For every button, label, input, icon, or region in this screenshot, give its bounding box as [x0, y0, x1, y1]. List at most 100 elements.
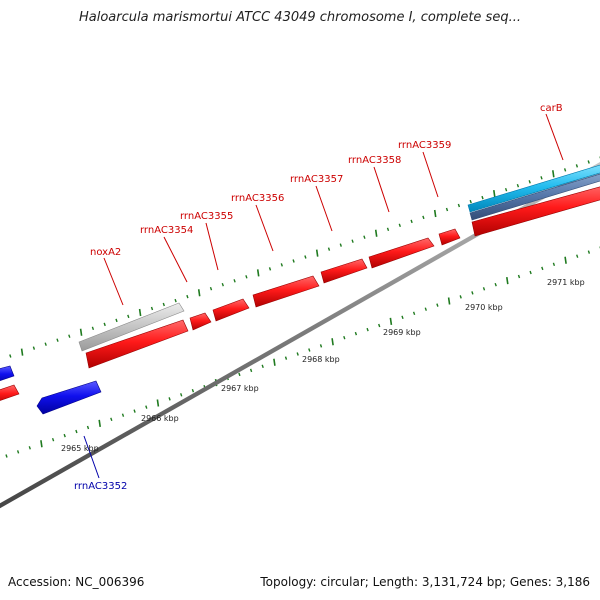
- minor-tick: [150, 306, 154, 311]
- accession-info: Accession: NC_006396: [8, 575, 145, 589]
- major-tick: [389, 317, 393, 326]
- minor-tick: [540, 176, 543, 180]
- minor-tick: [44, 342, 47, 346]
- minor-tick: [494, 282, 497, 287]
- minor-tick: [319, 344, 323, 348]
- topology-info: Topology: circular; Length: 3,131,724 bp…: [260, 575, 590, 589]
- minor-tick: [459, 295, 462, 299]
- gene-label-rrnAC3357[interactable]: rrnAC3357: [290, 174, 343, 185]
- scale-label: 2970 kbp: [465, 303, 503, 312]
- minor-tick: [32, 346, 36, 350]
- minor-tick: [110, 417, 113, 422]
- map-title: Haloarcula marismortui ATCC 43049 chromo…: [79, 10, 521, 25]
- scale-label: 2971 kbp: [547, 278, 585, 287]
- major-tick: [273, 358, 276, 366]
- minor-tick: [436, 303, 439, 307]
- gene-feature[interactable]: [189, 312, 212, 331]
- minor-tick: [249, 368, 253, 373]
- major-tick: [20, 348, 24, 356]
- gene-label-rrnAC3352[interactable]: rrnAC3352: [74, 481, 127, 492]
- minor-tick: [103, 322, 106, 327]
- minor-tick: [386, 227, 390, 232]
- gene-feature[interactable]: [0, 365, 15, 384]
- chromosome-backbone: [0, 161, 600, 509]
- minor-tick: [5, 454, 8, 458]
- minor-tick: [180, 393, 183, 397]
- major-tick: [552, 170, 555, 178]
- minor-tick: [482, 287, 486, 291]
- minor-tick: [133, 409, 136, 413]
- minor-tick: [115, 318, 118, 323]
- minor-tick: [268, 267, 272, 271]
- gray-feature: [78, 302, 185, 352]
- minor-tick: [145, 405, 148, 409]
- forward-gene-track: [0, 184, 600, 404]
- gene-label-carB[interactable]: carB: [540, 103, 563, 114]
- gene-label-rrnAC3354[interactable]: rrnAC3354: [140, 225, 193, 236]
- major-tick: [138, 308, 142, 317]
- minor-tick: [410, 219, 413, 224]
- gene-feature[interactable]: [471, 184, 600, 237]
- gene-feature[interactable]: [0, 384, 20, 404]
- gene-feature[interactable]: [212, 298, 250, 322]
- gene-feature[interactable]: [252, 275, 320, 308]
- minor-tick: [401, 315, 404, 320]
- minor-tick: [191, 388, 195, 393]
- minor-tick: [261, 364, 264, 369]
- gene-feature[interactable]: [368, 237, 435, 269]
- minor-tick: [398, 223, 401, 228]
- minor-tick: [529, 270, 532, 275]
- gene-feature[interactable]: [85, 319, 189, 369]
- gene-label-rrnAC3359[interactable]: rrnAC3359: [398, 140, 451, 151]
- minor-tick: [233, 279, 236, 283]
- minor-tick: [422, 215, 425, 220]
- lower-tick-row: [5, 246, 600, 458]
- minor-tick: [366, 327, 369, 332]
- gene-label-rrnAC3358[interactable]: rrnAC3358: [348, 155, 401, 166]
- gene-feature[interactable]: [438, 228, 461, 246]
- minor-tick: [471, 291, 474, 295]
- label-leader-lines: [83, 113, 564, 479]
- minor-tick: [469, 199, 472, 204]
- minor-tick: [86, 425, 90, 430]
- major-tick: [98, 419, 101, 428]
- minor-tick: [354, 331, 358, 336]
- minor-tick: [296, 352, 299, 356]
- minor-tick: [121, 413, 125, 417]
- major-tick: [79, 328, 83, 336]
- minor-tick: [576, 254, 579, 258]
- gene-label-rrnAC3355[interactable]: rrnAC3355: [180, 211, 233, 222]
- minor-tick: [280, 263, 283, 267]
- major-tick: [331, 338, 334, 346]
- minor-tick: [75, 429, 78, 434]
- gene-label-noxA2[interactable]: noxA2: [90, 247, 121, 258]
- minor-tick: [541, 266, 544, 271]
- scale-label: 2965 kbp: [61, 444, 99, 453]
- minor-tick: [51, 437, 55, 442]
- minor-tick: [363, 235, 366, 239]
- minor-tick: [528, 180, 531, 184]
- minor-tick: [304, 255, 307, 259]
- minor-tick: [424, 307, 427, 311]
- minor-tick: [186, 294, 189, 299]
- minor-tick: [552, 262, 556, 267]
- minor-tick: [575, 164, 579, 168]
- scale-label: 2967 kbp: [221, 384, 259, 393]
- minor-tick: [16, 450, 20, 454]
- minor-tick: [378, 323, 381, 328]
- major-tick: [256, 269, 260, 277]
- gene-feature[interactable]: [36, 380, 102, 415]
- major-tick: [197, 289, 201, 297]
- upper-tick-row: [9, 156, 600, 358]
- minor-tick: [174, 298, 177, 303]
- minor-tick: [587, 250, 591, 254]
- reverse-gene-track: [0, 365, 102, 415]
- gene-feature[interactable]: [320, 258, 368, 284]
- minor-tick: [292, 259, 295, 263]
- minor-tick: [91, 326, 95, 331]
- minor-tick: [343, 335, 346, 340]
- gene-label-rrnAC3356[interactable]: rrnAC3356: [231, 193, 284, 204]
- scale-label: 2969 kbp: [383, 328, 421, 337]
- minor-tick: [221, 282, 224, 287]
- minor-tick: [587, 160, 590, 164]
